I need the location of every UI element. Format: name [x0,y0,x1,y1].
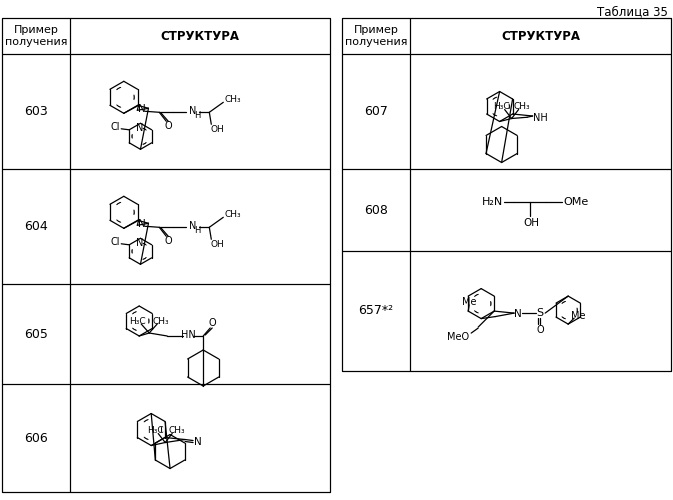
Bar [70,384,330,492]
Text: N: N [514,309,522,319]
Text: O: O [536,325,544,335]
Text: Таблица 35: Таблица 35 [597,6,668,18]
Bar [2,284,70,384]
Bar [70,284,330,384]
Text: OH: OH [211,240,224,249]
Text: H: H [194,111,201,120]
Bar [70,54,330,169]
Text: 608: 608 [364,204,388,216]
Bar [2,54,70,169]
Text: CH₃: CH₃ [513,102,530,111]
Text: CH₃: CH₃ [225,210,242,219]
Bar [410,169,671,251]
Bar [410,54,671,169]
Text: N: N [139,104,146,115]
Text: CH₃: CH₃ [169,426,186,435]
Text: 607: 607 [364,105,388,118]
Text: OH: OH [211,125,224,134]
Text: H₃C: H₃C [129,316,145,326]
Text: H₂N: H₂N [482,197,503,207]
Text: H₃C: H₃C [147,426,164,435]
Text: N: N [139,220,146,230]
Text: 605: 605 [24,328,48,340]
Bar [70,169,330,284]
Text: 606: 606 [24,432,48,444]
Text: CH₃: CH₃ [153,316,170,326]
Bar [342,18,410,54]
Text: СТРУКТУРА: СТРУКТУРА [160,30,240,43]
Text: Me: Me [462,297,476,307]
Bar [70,18,330,54]
Text: S: S [536,308,544,318]
Bar [342,169,410,251]
Text: H₃C: H₃C [493,102,510,111]
Text: N: N [188,222,196,232]
Text: N: N [136,124,143,134]
Bar [410,18,671,54]
Bar [2,18,70,54]
Text: O: O [209,318,216,328]
Text: Me: Me [571,311,586,321]
Bar [2,384,70,492]
Text: H: H [194,226,201,235]
Text: HN: HN [181,330,196,340]
Text: 657*²: 657*² [359,304,394,318]
Text: 604: 604 [24,220,48,233]
Text: CH₃: CH₃ [225,95,242,104]
Text: O: O [164,122,172,132]
Text: NH: NH [533,113,548,123]
Text: N: N [136,238,143,248]
Text: Пример
получения: Пример получения [5,25,67,47]
Text: Cl: Cl [110,122,120,132]
Text: Cl: Cl [110,237,120,247]
Text: N: N [188,106,196,117]
Text: O: O [164,236,172,246]
Text: OH: OH [524,218,540,228]
Text: N: N [194,436,202,446]
Text: Пример
получения: Пример получения [345,25,407,47]
Bar [410,251,671,371]
Text: 603: 603 [24,105,48,118]
Bar [2,18,330,492]
Bar [342,54,410,169]
Text: MeO: MeO [447,332,469,342]
Bar [2,169,70,284]
Bar [342,18,671,371]
Bar [342,251,410,371]
Text: СТРУКТУРА: СТРУКТУРА [501,30,580,43]
Text: OMe: OMe [564,197,589,207]
